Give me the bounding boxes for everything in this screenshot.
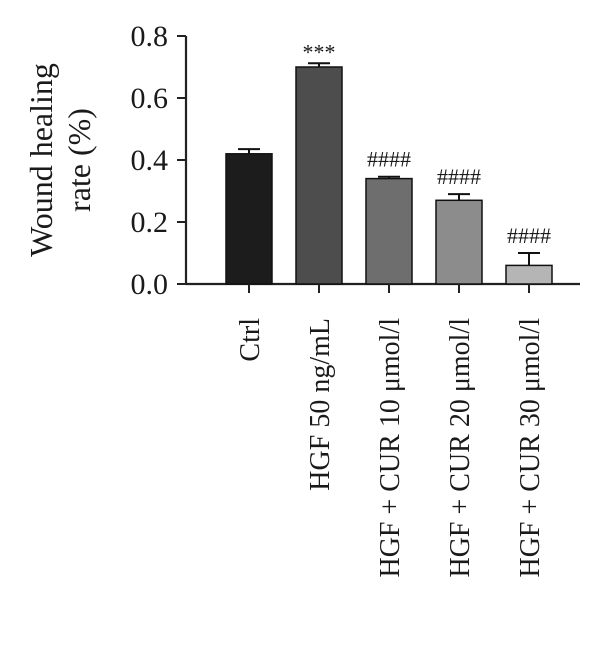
bars: *** #### #### #### [225, 39, 553, 285]
category-labels: Ctrl HGF 50 ng/mL HGF + CUR 10 μmol/l HGF +… [235, 284, 546, 578]
bar [225, 153, 273, 285]
y-tick-label: 0.2 [131, 206, 169, 239]
x-tick-label: HGF + CUR 30 μmol/l [515, 318, 546, 578]
significance-label: #### [437, 164, 481, 189]
y-tick-label: 0.8 [131, 20, 169, 53]
bar [365, 177, 413, 285]
significance-label: *** [303, 39, 336, 64]
bar [295, 66, 343, 285]
x-tick-label: HGF 50 ng/mL [305, 318, 336, 491]
significance-label: #### [507, 223, 551, 248]
y-tick-label: 0.4 [131, 144, 169, 177]
x-tick-label: HGF + CUR 10 μmol/l [375, 318, 406, 578]
significance-label: #### [367, 147, 411, 172]
y-axis-label-line: rate (%) [61, 108, 97, 212]
x-tick-label: HGF + CUR 20 μmol/l [445, 318, 476, 578]
y-axis-label: Wound healingrate (%) [23, 63, 97, 257]
axes: 0.0 0.2 0.4 0.6 0.8 [131, 20, 580, 301]
y-tick-label: 0.0 [131, 268, 169, 301]
y-axis-title: Wound healingrate (%) [23, 63, 97, 257]
y-tick-label: 0.6 [131, 82, 169, 115]
bar [435, 199, 483, 285]
bar [505, 264, 553, 285]
y-axis-label-line: Wound healing [23, 63, 59, 257]
x-tick-label: Ctrl [235, 318, 266, 362]
